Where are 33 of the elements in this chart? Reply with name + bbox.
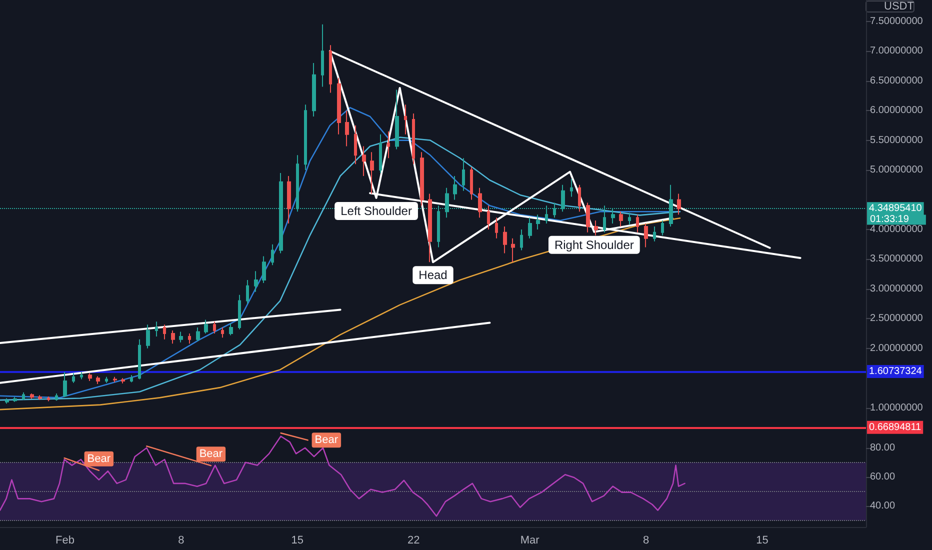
y-tick-label: 4.00000000	[870, 224, 924, 235]
y-tick-label: 3.00000000	[870, 283, 924, 294]
text: 01:33:19	[870, 214, 910, 226]
x-tick-label: Feb	[56, 534, 75, 546]
ref-line-label: 1.60737324	[869, 366, 922, 378]
y-tick-label: 80.00	[870, 442, 896, 454]
annotation: Head	[418, 268, 448, 282]
x-tick-label: 8	[178, 534, 184, 546]
x-tick-label: 15	[291, 534, 304, 546]
y-tick-label: 7.00000000	[870, 46, 924, 57]
annotation: Right Shoulder	[554, 238, 634, 252]
ref-line-label: 4.34895410	[869, 203, 922, 214]
x-tick-label: 8	[642, 534, 650, 546]
y-tick-label: 5.50000000	[870, 134, 924, 146]
y-tick-label: 40.00	[870, 500, 896, 512]
y-tick-label: 7.50000000	[870, 16, 924, 27]
y-tick-label: 1.00000000	[870, 402, 924, 414]
y-tick-label: 2.00000000	[870, 342, 924, 354]
y-tick-label: 6.00000000	[870, 105, 924, 116]
annotation: Bear	[314, 434, 338, 446]
y-tick-label: 2.50000000	[870, 313, 924, 324]
x-tick-label: 22	[408, 534, 420, 546]
y-tick-label: 6.50000000	[870, 75, 924, 86]
y-axis-title: USDT	[884, 0, 914, 12]
y-tick-label: 5.00000000	[870, 164, 924, 176]
y-tick-label: 60.00	[870, 471, 896, 482]
x-tick-label: 15	[756, 534, 768, 546]
y-tick-label: 3.50000000	[870, 254, 924, 265]
annotation: Bear	[87, 452, 111, 465]
annotation: Bear	[199, 448, 223, 460]
annotation: Left Shoulder	[340, 204, 412, 218]
x-tick-label: Mar	[520, 534, 540, 546]
ref-line-label: 0.66894811	[869, 422, 922, 433]
